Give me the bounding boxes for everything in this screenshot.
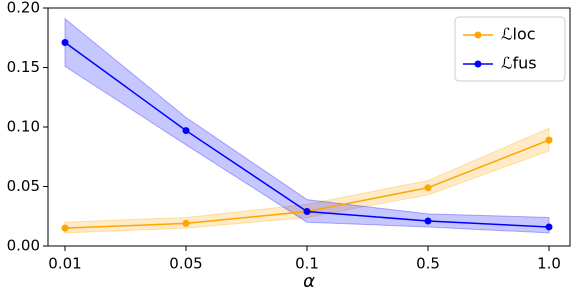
y-tick-label: 0.05 <box>7 177 40 195</box>
y-tick-label: 0.10 <box>7 118 40 136</box>
legend-box <box>454 16 566 82</box>
point <box>545 223 553 231</box>
confidence-band <box>64 17 550 234</box>
x-tick-label: 0.01 <box>48 255 81 273</box>
legend-label: ℒfus <box>501 54 537 73</box>
point <box>182 219 190 227</box>
legend-marker <box>474 60 482 68</box>
point <box>545 136 553 144</box>
point <box>182 127 190 135</box>
legend-marker <box>474 31 482 39</box>
x-tick-label: 1.0 <box>537 255 561 273</box>
legend-label: ℒloc <box>501 25 536 44</box>
point <box>61 39 69 47</box>
point <box>424 184 432 192</box>
y-tick-label: 0.15 <box>7 58 40 76</box>
y-tick-label: 0.00 <box>7 237 40 255</box>
point <box>61 224 69 232</box>
x-tick-label: 0.5 <box>416 255 440 273</box>
x-tick-label: 0.05 <box>169 255 202 273</box>
point <box>424 217 432 225</box>
x-axis-label: α <box>303 271 315 292</box>
y-tick-label: 0.20 <box>7 0 40 17</box>
point <box>303 207 311 215</box>
x-tick-label: 0.1 <box>295 255 319 273</box>
